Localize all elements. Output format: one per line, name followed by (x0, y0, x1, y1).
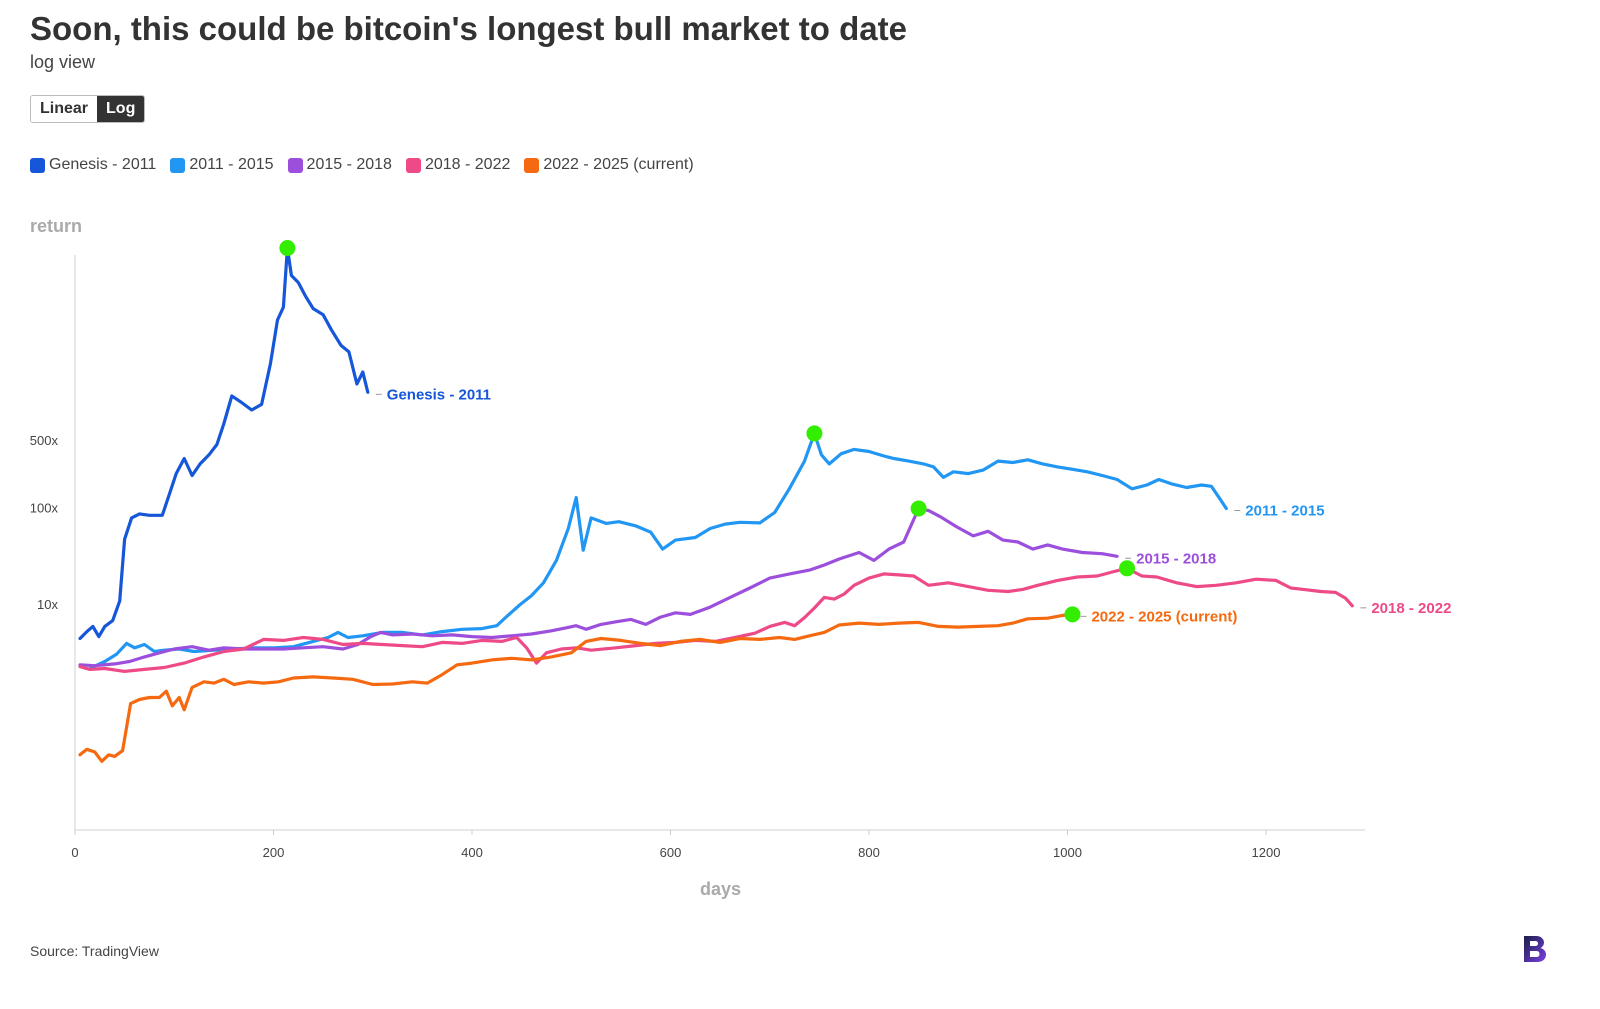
x-tick-label: 1000 (1053, 845, 1082, 860)
series-line-2015-2018[interactable] (78, 506, 1119, 668)
series-end-label: Genesis - 2011 (387, 386, 491, 403)
series-end-label: 2011 - 2015 (1245, 503, 1324, 520)
brand-b-logo-icon (1524, 936, 1546, 962)
legend-item[interactable]: 2022 - 2025 (current) (524, 156, 694, 174)
peak-marker[interactable] (806, 425, 823, 442)
legend-label: Genesis - 2011 (49, 156, 157, 173)
series-end-label: 2015 - 2018 (1136, 550, 1216, 567)
linear-toggle-button[interactable]: Linear (31, 96, 98, 122)
x-tick-label: 400 (461, 845, 483, 860)
peak-marker[interactable] (1119, 560, 1136, 577)
y-axis-label: return (30, 216, 83, 236)
peak-marker[interactable] (1064, 606, 1081, 623)
series-end-label: 2022 - 2025 (current) (1091, 608, 1237, 625)
legend-item[interactable]: Genesis - 2011 (30, 156, 156, 174)
legend-label: 2022 - 2025 (current) (543, 156, 694, 173)
y-tick-label: 100x (30, 501, 59, 516)
legend-item[interactable]: 2018 - 2022 (405, 156, 511, 174)
legend-item[interactable]: 2015 - 2018 (287, 156, 392, 174)
scale-toggle: Linear Log (30, 95, 146, 123)
legend-swatch (405, 157, 421, 173)
legend-label: 2011 - 2015 (189, 156, 274, 173)
series-end-label: 2018 - 2022 (1371, 600, 1451, 617)
source-note: Source: TradingView (30, 943, 159, 959)
legend-swatch (170, 157, 186, 173)
peak-marker[interactable] (279, 240, 296, 257)
x-tick-label: 200 (263, 845, 285, 860)
series-line-2011-2015[interactable] (88, 431, 1228, 671)
log-toggle-button[interactable]: Log (97, 96, 145, 122)
x-axis-label: days (700, 879, 742, 899)
legend-swatch (30, 157, 45, 173)
x-tick-label: 600 (660, 845, 682, 860)
chart-legend: Genesis - 2011 2011 - 2015 2015 - 2018 2018… (30, 156, 694, 174)
legend-item[interactable]: 2011 - 2015 (170, 156, 274, 174)
series-line-2018-2022[interactable] (78, 566, 1354, 673)
legend-label: 2018 - 2022 (424, 156, 511, 173)
y-tick-label: 10x (37, 597, 58, 612)
x-tick-label: 1200 (1252, 845, 1281, 860)
peak-marker[interactable] (910, 500, 927, 517)
legend-label: 2015 - 2018 (306, 156, 392, 173)
chart-title: Soon, this could be bitcoin's longest bu… (30, 10, 907, 47)
x-tick-label: 0 (71, 845, 78, 860)
chart-subtitle: log view (30, 52, 96, 72)
legend-swatch (524, 157, 540, 173)
series-line-genesis-2011[interactable] (78, 246, 370, 641)
legend-swatch (287, 157, 303, 173)
y-tick-label: 500x (30, 433, 59, 448)
x-tick-label: 800 (858, 845, 880, 860)
series-line-2022-2025-current[interactable] (78, 612, 1075, 763)
